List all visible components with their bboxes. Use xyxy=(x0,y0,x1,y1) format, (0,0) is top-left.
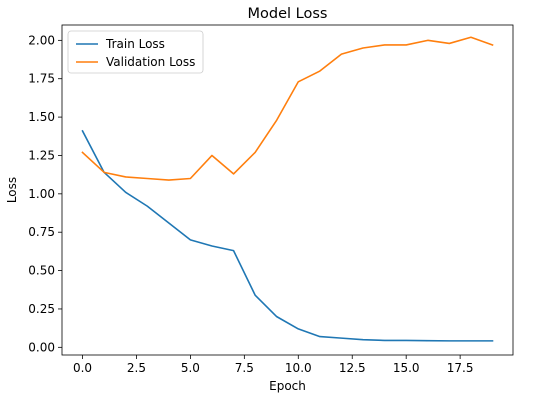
x-tick-label: 15.0 xyxy=(393,361,420,375)
legend-label: Train Loss xyxy=(105,37,165,51)
y-axis-label: Loss xyxy=(5,177,19,203)
x-axis-label: Epoch xyxy=(269,379,306,393)
series-line-0 xyxy=(81,129,494,342)
y-tick-label: 1.25 xyxy=(28,148,55,162)
axis-ticks: 0.0 2.5 5.0 7.5 10.0 12.5 15.0 17.5 0.00 0.25 0.50… xyxy=(28,33,473,375)
y-tick-label: 0.75 xyxy=(28,225,55,239)
x-tick-label: 5.0 xyxy=(181,361,200,375)
y-tick-label: 0.25 xyxy=(28,302,55,316)
y-tick-label: 2.00 xyxy=(28,33,55,47)
y-tick-label: 0.50 xyxy=(28,264,55,278)
y-tick-label: 1.00 xyxy=(28,187,55,201)
x-tick-label: 10.0 xyxy=(285,361,312,375)
legend-label: Validation Loss xyxy=(106,55,195,69)
y-tick-label: 1.50 xyxy=(28,110,55,124)
axes-frame xyxy=(61,24,514,356)
x-tick-label: 2.5 xyxy=(127,361,146,375)
y-tick-label: 1.75 xyxy=(28,72,55,86)
x-tick-label: 17.5 xyxy=(447,361,474,375)
x-tick-label: 12.5 xyxy=(339,361,366,375)
x-tick-label: 7.5 xyxy=(235,361,254,375)
plot-area xyxy=(61,24,514,356)
y-tick-label: 0.00 xyxy=(28,340,55,354)
series-line-1 xyxy=(81,36,494,181)
chart-title: Model Loss xyxy=(248,6,328,22)
x-tick-label: 0.0 xyxy=(73,361,92,375)
legend-box xyxy=(67,30,204,74)
legend: Train Loss Validation Loss xyxy=(67,30,204,74)
